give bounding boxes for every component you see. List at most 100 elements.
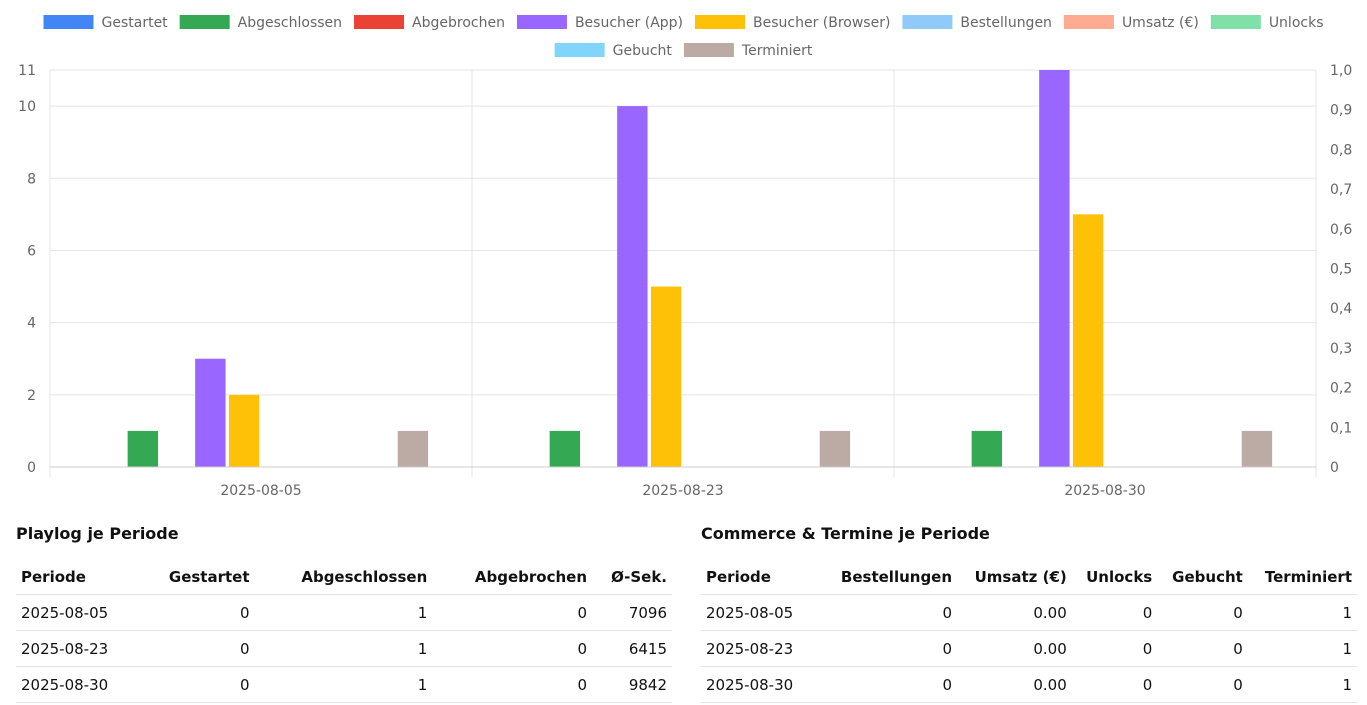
- legend-label-terminiert[interactable]: Terminiert: [741, 43, 813, 59]
- legend-label-gestartet[interactable]: Gestartet: [102, 15, 169, 31]
- table-cell: 9842: [592, 666, 672, 703]
- legend-swatch-abgebrochen[interactable]: [354, 15, 405, 29]
- table-row: 2025-08-23 0 0.00 0 0 1: [701, 630, 1357, 667]
- legend-swatch-abgeschlossen[interactable]: [179, 15, 230, 29]
- playlog-title: Playlog je Periode: [16, 524, 179, 543]
- y-left-tick-label: 0: [27, 460, 36, 476]
- y-left-tick-label: 4: [27, 316, 36, 332]
- table-cell: 7096: [592, 594, 672, 631]
- bar-terminiert-2025-08-05[interactable]: [397, 430, 429, 467]
- table-cell: 0: [136, 594, 255, 631]
- legend-label-abgeschlossen[interactable]: Abgeschlossen: [238, 15, 342, 31]
- y-right-tick-label: 0,7: [1330, 182, 1352, 198]
- table-cell: 0.00: [957, 594, 1072, 631]
- y-right-tick-label: 0,1: [1330, 420, 1352, 436]
- table-row: 2025-08-05 0 1 0 7096: [16, 594, 672, 631]
- table-cell: 0: [136, 630, 255, 667]
- table-cell: 2025-08-30: [701, 666, 821, 703]
- column-header: Umsatz (€): [957, 560, 1072, 595]
- legend-label-besucher-app[interactable]: Besucher (App): [575, 15, 683, 31]
- y-left-tick-label: 6: [27, 243, 36, 259]
- table-cell: 0: [1157, 594, 1248, 631]
- bar-besucher-app-2025-08-23[interactable]: [617, 106, 648, 467]
- table-cell: 2025-08-05: [16, 594, 136, 631]
- y-right-tick-label: 0,8: [1330, 142, 1352, 158]
- column-header: Bestellungen: [821, 560, 958, 595]
- legend-swatch-besucher-app[interactable]: [516, 15, 567, 29]
- y-left-tick-label: 11: [18, 63, 36, 79]
- bar-besucher-browser-2025-08-05[interactable]: [228, 394, 260, 467]
- table-row: 2025-08-05 0 0.00 0 0 1: [701, 594, 1357, 631]
- bar-besucher-browser-2025-08-23[interactable]: [650, 286, 682, 467]
- table-cell: 0: [432, 666, 592, 703]
- legend-label-abgebrochen[interactable]: Abgebrochen: [412, 15, 505, 31]
- chart-legend: Gestartet Abgeschlossen Abgebrochen Besuche…: [43, 15, 1324, 59]
- y-right-tick-label: 0,4: [1330, 301, 1352, 317]
- legend-label-unlocks[interactable]: Unlocks: [1269, 15, 1324, 31]
- bar-besucher-browser-2025-08-30[interactable]: [1072, 214, 1104, 467]
- legend-label-gebucht[interactable]: Gebucht: [613, 43, 673, 59]
- column-header: Periode: [16, 560, 136, 595]
- bar-besucher-app-2025-08-30[interactable]: [1039, 70, 1070, 467]
- chart-bars: [127, 70, 1273, 467]
- bar-abgeschlossen-2025-08-30[interactable]: [971, 430, 1003, 467]
- commerce-table: Periode Bestellungen Umsatz (€) Unlocks …: [701, 560, 1357, 703]
- bar-terminiert-2025-08-23[interactable]: [819, 430, 851, 467]
- column-header: Abgeschlossen: [254, 560, 433, 595]
- bar-abgeschlossen-2025-08-23[interactable]: [549, 430, 581, 467]
- table-cell: 1: [1247, 666, 1357, 703]
- table-cell: 2025-08-05: [701, 594, 821, 631]
- legend-label-umsatz[interactable]: Umsatz (€): [1122, 15, 1199, 31]
- legend-swatch-besucher-browser[interactable]: [695, 15, 746, 29]
- table-row: 2025-08-30 0 1 0 9842: [16, 666, 672, 703]
- bar-terminiert-2025-08-30[interactable]: [1241, 430, 1273, 467]
- column-header: Unlocks: [1071, 560, 1158, 595]
- commerce-title: Commerce & Termine je Periode: [701, 524, 990, 543]
- combined-bar-chart: Gestartet Abgeschlossen Abgebrochen Besuche…: [18, 15, 1352, 499]
- table-cell: 0: [1071, 666, 1158, 703]
- x-tick-label: 2025-08-23: [642, 483, 723, 499]
- table-cell: 0: [821, 594, 958, 631]
- playlog-section: Playlog je Periode Periode Gestartet Abg…: [16, 522, 672, 703]
- table-header-row: Periode Gestartet Abgeschlossen Abgebroc…: [16, 560, 672, 595]
- table-row: 2025-08-30 0 0.00 0 0 1: [701, 666, 1357, 703]
- y-right-tick-label: 0,3: [1330, 341, 1352, 357]
- legend-swatch-unlocks[interactable]: [1210, 15, 1261, 29]
- y-right-tick-label: 0,2: [1330, 381, 1352, 397]
- y-right-tick-label: 0,9: [1330, 103, 1352, 119]
- legend-swatch-umsatz[interactable]: [1063, 15, 1114, 29]
- table-cell: 0: [1071, 630, 1158, 667]
- table-cell: 1: [254, 666, 433, 703]
- table-cell: 2025-08-30: [16, 666, 136, 703]
- legend-swatch-gebucht[interactable]: [554, 43, 605, 57]
- x-tick-label: 2025-08-05: [220, 483, 301, 499]
- playlog-table: Periode Gestartet Abgeschlossen Abgebroc…: [16, 560, 672, 703]
- legend-swatch-bestellungen[interactable]: [902, 15, 953, 29]
- legend-swatch-gestartet[interactable]: [43, 15, 94, 29]
- column-header: Terminiert: [1247, 560, 1357, 595]
- table-cell: 0: [432, 630, 592, 667]
- legend-label-bestellungen[interactable]: Bestellungen: [960, 15, 1052, 31]
- table-cell: 2025-08-23: [701, 630, 821, 667]
- commerce-section: Commerce & Termine je Periode Periode Be…: [701, 522, 1357, 703]
- table-cell: 0: [136, 666, 255, 703]
- table-cell: 0.00: [957, 666, 1072, 703]
- bar-abgeschlossen-2025-08-05[interactable]: [127, 430, 159, 467]
- chart-grid: [49, 69, 1317, 477]
- y-right-tick-label: 0: [1330, 460, 1339, 476]
- table-cell: 2025-08-23: [16, 630, 136, 667]
- legend-swatch-terminiert[interactable]: [683, 43, 734, 57]
- table-cell: 0: [821, 666, 958, 703]
- chart-axes: 0 2 4 6 8 10 11 0 0,1 0,2 0,3 0,4 0,5 0,6 0,7 0,8 0,9 1,0…: [18, 63, 1352, 499]
- table-cell: 0: [1157, 630, 1248, 667]
- table-cell: 0: [432, 594, 592, 631]
- column-header: Gestartet: [136, 560, 255, 595]
- legend-label-besucher-browser[interactable]: Besucher (Browser): [753, 15, 890, 31]
- table-cell: 0: [1071, 594, 1158, 631]
- bar-besucher-app-2025-08-05[interactable]: [195, 358, 226, 467]
- column-header: Periode: [701, 560, 821, 595]
- x-tick-label: 2025-08-30: [1064, 483, 1145, 499]
- table-cell: 0: [821, 630, 958, 667]
- table-cell: 6415: [592, 630, 672, 667]
- table-header-row: Periode Bestellungen Umsatz (€) Unlocks …: [701, 560, 1357, 595]
